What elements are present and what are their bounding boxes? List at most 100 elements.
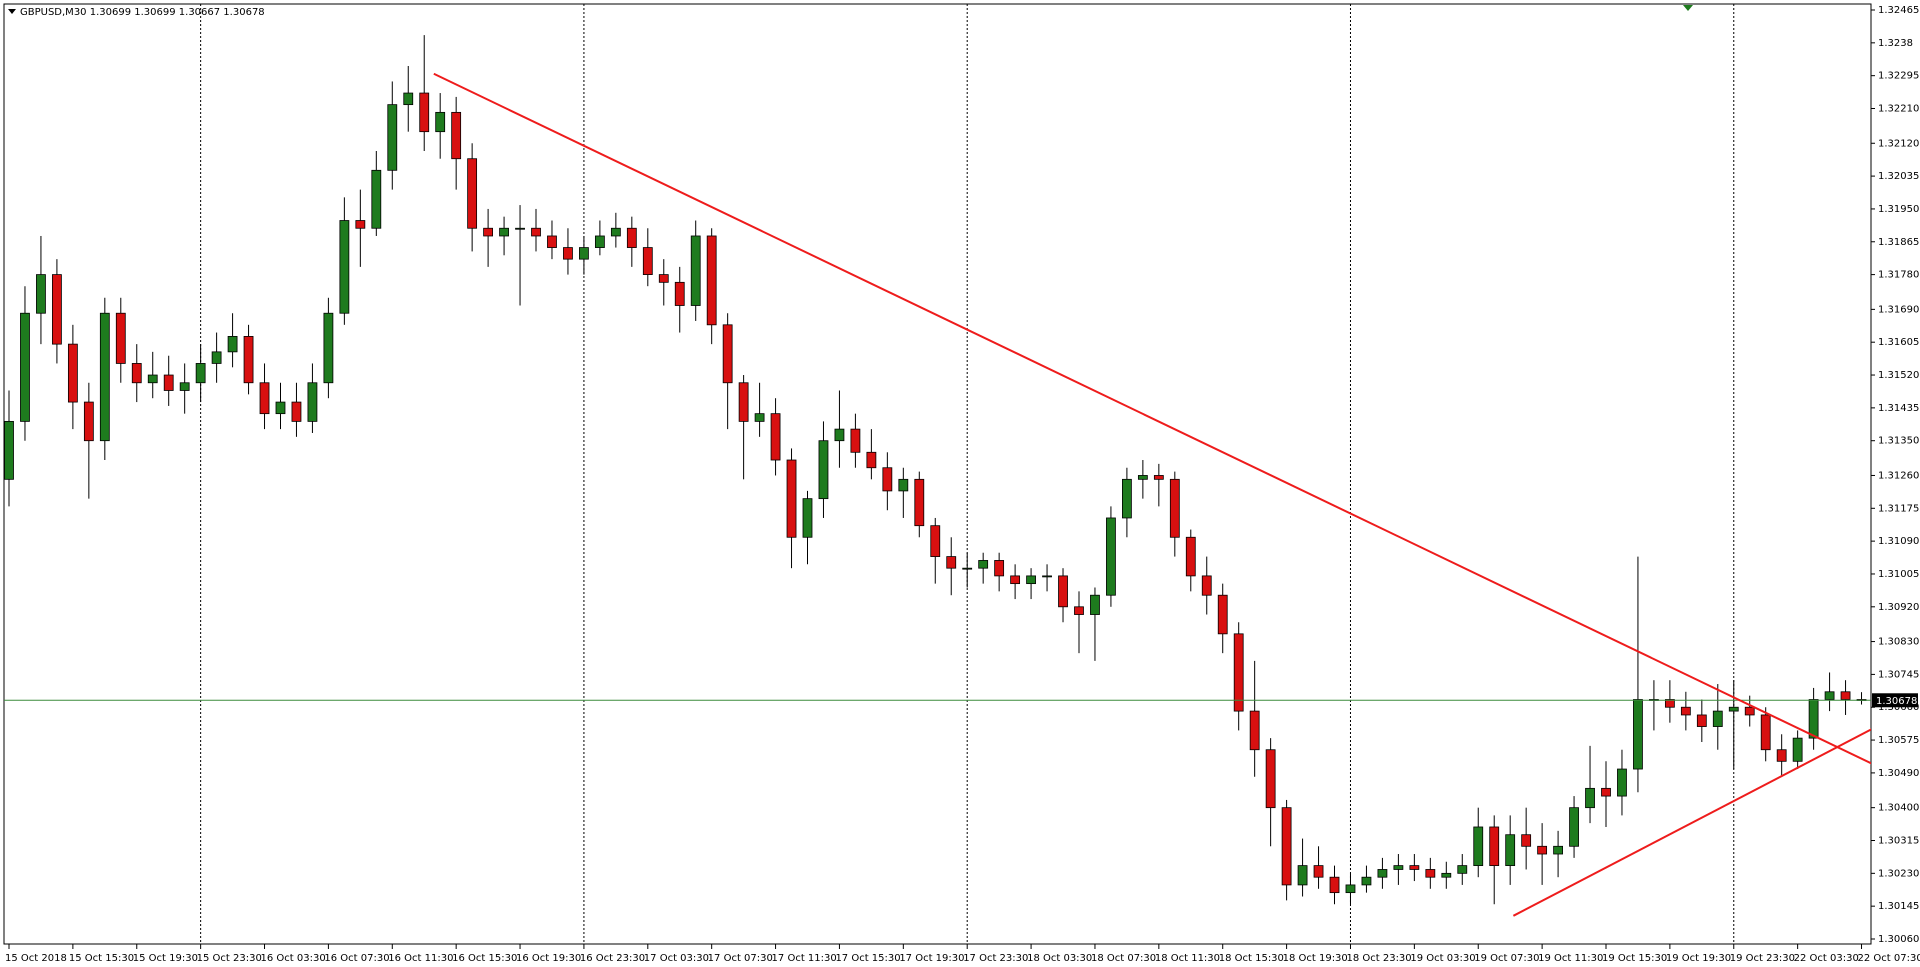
- candle-body: [690, 235, 701, 306]
- x-tick-label: 18 Oct 07:30: [1091, 953, 1156, 964]
- candle-body: [1680, 706, 1691, 716]
- y-tick-label: 1.31005: [1878, 569, 1919, 580]
- candle-body: [1760, 714, 1771, 751]
- candle-body: [1792, 737, 1803, 762]
- candle-body: [1505, 834, 1516, 867]
- candle-body: [179, 382, 190, 391]
- candle-body: [20, 312, 30, 422]
- candle-body: [451, 111, 462, 160]
- candle-body: [131, 363, 142, 384]
- candle-body: [1696, 714, 1707, 727]
- x-tick-label: 16 Oct 19:30: [516, 953, 581, 964]
- y-tick-label: 1.30060: [1878, 934, 1919, 945]
- y-tick-label: 1.31690: [1878, 304, 1919, 315]
- chart-title: GBPUSD,M30 1.30699 1.30699 1.30667 1.306…: [20, 7, 265, 18]
- candle-body: [994, 560, 1005, 577]
- candle-body: [930, 525, 941, 557]
- candle-body: [1153, 475, 1164, 480]
- candle-body: [1473, 826, 1484, 867]
- candle-body: [1601, 787, 1611, 797]
- candle-body: [1137, 475, 1148, 480]
- marker-arrow: [1683, 5, 1693, 11]
- grid-layer: [200, 4, 1735, 944]
- menu-arrow[interactable]: [8, 9, 16, 14]
- trendline: [1512, 728, 1871, 917]
- x-tick-label: 19 Oct 11:30: [1538, 953, 1603, 964]
- x-tick-label: 17 Oct 03:30: [644, 953, 709, 964]
- candle-body: [1329, 876, 1340, 894]
- candle-body: [547, 235, 557, 248]
- candle-body: [483, 227, 494, 237]
- candle-body: [1617, 768, 1627, 797]
- y-tick-label: 1.30400: [1878, 803, 1919, 814]
- candle-body: [802, 498, 813, 538]
- candle-body: [1824, 691, 1835, 700]
- candle-body: [1313, 865, 1324, 878]
- candle-body: [866, 451, 877, 469]
- candle-body: [1106, 517, 1116, 596]
- y-tick-label: 1.31090: [1878, 536, 1919, 547]
- candle-body: [626, 227, 637, 248]
- candle-body: [467, 158, 478, 229]
- x-tick-label: 16 Oct 15:30: [452, 953, 517, 964]
- x-tick-label: 16 Oct 07:30: [324, 953, 389, 964]
- candle-body: [898, 478, 909, 492]
- candle-body: [195, 363, 206, 384]
- y-tick-label: 1.31435: [1878, 403, 1919, 414]
- x-tick-label: 15 Oct 2018: [5, 953, 67, 964]
- candle-body: [658, 274, 669, 283]
- y-tick-label: 1.30315: [1878, 835, 1919, 846]
- x-tick-label: 18 Oct 03:30: [1027, 953, 1092, 964]
- candle-body: [1026, 575, 1036, 585]
- x-tick-label: 16 Oct 03:30: [261, 953, 326, 964]
- candle-body: [1409, 865, 1420, 870]
- y-tick-label: 1.3238: [1878, 38, 1913, 49]
- x-tick-label: 15 Oct 15:30: [69, 953, 134, 964]
- y-tick-label: 1.30660: [1878, 702, 1919, 713]
- current-price-label: 1.30678: [1876, 696, 1917, 707]
- x-tick-label: 19 Oct 03:30: [1410, 953, 1475, 964]
- axis-layer: 1.32465 1.3238 1.32295 1.32210 1.32120 1.3203…: [5, 5, 1920, 964]
- x-tick-label: 17 Oct 19:30: [899, 953, 964, 964]
- candle-body: [243, 336, 254, 384]
- candle-body: [1042, 575, 1052, 578]
- candle-body: [1361, 876, 1372, 886]
- y-tick-label: 1.30575: [1878, 735, 1919, 746]
- candle-body: [291, 401, 302, 422]
- y-tick-label: 1.32210: [1878, 104, 1919, 115]
- candle-body: [4, 420, 14, 480]
- x-tick-label: 17 Oct 23:30: [963, 953, 1028, 964]
- x-tick-label: 19 Oct 15:30: [1602, 953, 1667, 964]
- candle-body: [642, 247, 653, 276]
- x-tick-label: 19 Oct 19:30: [1666, 953, 1731, 964]
- candle-body: [770, 413, 781, 461]
- x-tick-label: 16 Oct 11:30: [388, 953, 453, 964]
- candle-body: [610, 227, 621, 237]
- x-tick-label: 15 Oct 19:30: [133, 953, 198, 964]
- candle-body: [1633, 699, 1643, 770]
- candle-body: [1457, 865, 1468, 874]
- x-tick-label: 19 Oct 07:30: [1474, 953, 1539, 964]
- candle-body: [307, 382, 318, 422]
- y-tick-label: 1.31865: [1878, 237, 1919, 248]
- y-tick-label: 1.32035: [1878, 171, 1919, 182]
- y-tick-label: 1.30745: [1878, 669, 1919, 680]
- candle-body: [594, 235, 605, 248]
- candle-body: [946, 556, 957, 569]
- y-tick-label: 1.32295: [1878, 71, 1919, 82]
- y-tick-label: 1.31350: [1878, 436, 1919, 447]
- candle-body: [1569, 807, 1579, 847]
- y-tick-label: 1.30145: [1878, 901, 1919, 912]
- x-tick-label: 18 Oct 15:30: [1219, 953, 1284, 964]
- candle-body: [850, 428, 861, 453]
- x-tick-label: 17 Oct 11:30: [772, 953, 837, 964]
- candle-body: [355, 220, 366, 229]
- x-tick-label: 18 Oct 11:30: [1155, 953, 1220, 964]
- x-tick-label: 18 Oct 23:30: [1346, 953, 1411, 964]
- y-tick-label: 1.30830: [1878, 637, 1919, 648]
- candle-body: [1664, 699, 1675, 708]
- y-tick-label: 1.31520: [1878, 370, 1919, 381]
- y-tick-label: 1.31260: [1878, 470, 1919, 481]
- x-tick-label: 19 Oct 23:30: [1730, 953, 1795, 964]
